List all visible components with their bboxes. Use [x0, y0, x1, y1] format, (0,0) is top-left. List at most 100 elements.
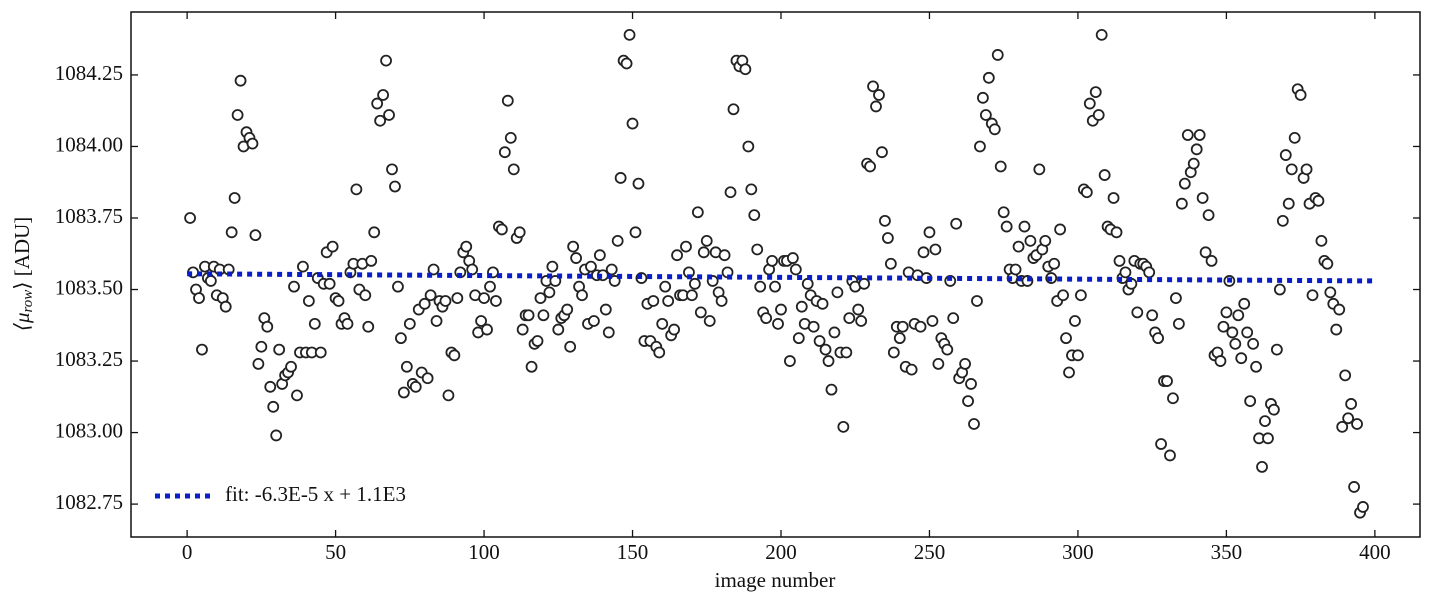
data-point [979, 109, 992, 121]
data-point [418, 297, 431, 310]
data-point [718, 249, 731, 262]
data-point [1270, 343, 1283, 356]
data-point [427, 263, 440, 276]
data-point [261, 320, 274, 333]
data-point [308, 317, 321, 330]
data-point [389, 180, 401, 193]
y-axis-label: ⟨μrow⟩ [ADU] [10, 217, 37, 331]
data-point [1048, 257, 1061, 270]
data-point [697, 246, 710, 259]
data-point [739, 63, 752, 76]
data-point [1238, 297, 1251, 310]
data-point [507, 163, 520, 176]
data-point [1324, 286, 1337, 299]
y-tick-label: 1083.75 [55, 204, 123, 228]
data-point [576, 289, 588, 302]
data-point [1098, 169, 1111, 181]
data-point [1057, 289, 1069, 302]
data-point [1181, 129, 1194, 141]
data-point [997, 206, 1010, 219]
data-point [1241, 326, 1254, 339]
x-tick-label: 400 [1359, 540, 1391, 564]
data-point [703, 315, 716, 327]
y-tick-label: 1084.00 [55, 132, 123, 156]
data-point [1152, 332, 1165, 345]
data-point [1193, 129, 1206, 141]
data-point [368, 226, 381, 239]
data-point [403, 317, 416, 330]
data-point [1107, 192, 1120, 204]
x-tick-label: 200 [765, 540, 797, 564]
data-point [504, 131, 517, 144]
data-point [1226, 326, 1239, 339]
data-point [691, 206, 704, 219]
y-tick-label: 1083.50 [55, 275, 123, 299]
data-point [884, 257, 897, 270]
data-point [546, 260, 559, 273]
data-point [1214, 355, 1227, 367]
data-point [965, 378, 977, 390]
data-point [323, 277, 336, 290]
data-point [1000, 220, 1013, 233]
data-point [1089, 86, 1102, 99]
data-point [374, 114, 387, 127]
data-point [219, 300, 232, 313]
data-point [1279, 149, 1292, 161]
data-point [501, 94, 514, 107]
data-point [1220, 306, 1233, 319]
data-point [1110, 226, 1123, 239]
data-point [255, 340, 268, 353]
data-point [727, 103, 740, 116]
data-point [481, 323, 493, 336]
data-point [1273, 283, 1286, 296]
data-point [786, 252, 799, 264]
data-point [365, 255, 378, 267]
data-point [264, 380, 277, 393]
data-point [893, 332, 906, 345]
data-point [1315, 234, 1328, 247]
data-point [988, 123, 1001, 136]
data-point [424, 289, 437, 302]
data-point [1336, 420, 1349, 433]
data-point [231, 109, 244, 121]
data-point [795, 300, 808, 313]
data-point [475, 315, 487, 327]
data-point [1342, 412, 1355, 425]
data-point [341, 317, 354, 330]
y-tick-label: 1083.00 [55, 418, 123, 442]
data-point [611, 234, 624, 247]
data-point [439, 295, 452, 307]
data-point [819, 343, 832, 356]
data-point [864, 160, 876, 173]
data-point [484, 280, 496, 293]
data-point [204, 275, 217, 287]
data-point [855, 315, 868, 327]
data-point [807, 320, 820, 333]
data-point [552, 323, 565, 336]
data-point [1217, 320, 1230, 333]
data-point [1276, 214, 1289, 227]
data-point [1285, 163, 1298, 176]
data-point [991, 49, 1004, 61]
y-tick-label: 1083.25 [55, 347, 123, 371]
data-point [1196, 192, 1209, 204]
data-point [715, 295, 728, 307]
data-point [623, 28, 636, 41]
data-point [1063, 366, 1075, 379]
data-point [1348, 481, 1360, 493]
data-point [994, 160, 1007, 173]
data-point [831, 286, 844, 299]
data-point [543, 286, 556, 299]
legend-label: fit: -6.3E-5 x + 1.1E3 [225, 482, 406, 506]
data-point [442, 389, 455, 402]
data-point [513, 226, 526, 239]
data-point [386, 163, 398, 176]
data-point [1131, 306, 1144, 319]
data-point [585, 260, 597, 273]
data-point [620, 57, 633, 70]
data-point [246, 137, 259, 150]
data-point [828, 326, 841, 339]
data-point [825, 383, 838, 396]
data-point [959, 358, 971, 370]
